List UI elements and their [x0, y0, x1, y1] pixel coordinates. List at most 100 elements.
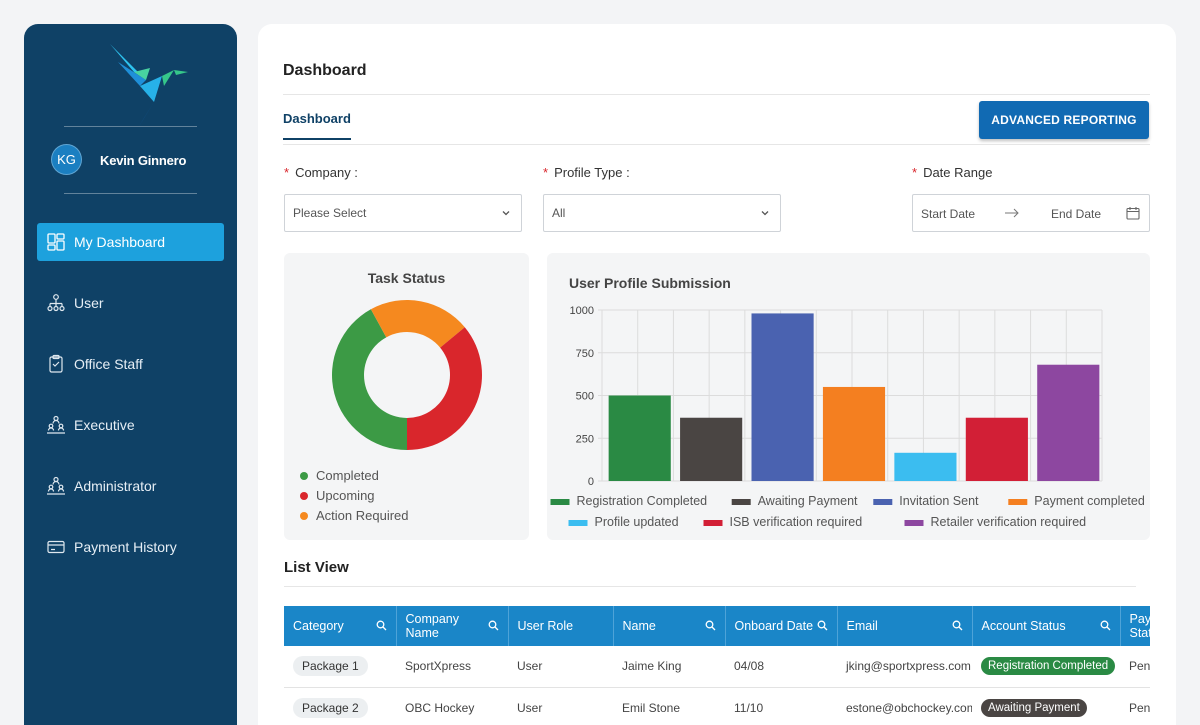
- y-tick-label: 0: [588, 476, 594, 488]
- column-header-payment-status[interactable]: Payment Status: [1120, 606, 1150, 646]
- column-label: Onboard Date: [734, 619, 814, 633]
- user-name[interactable]: Kevin Ginnero: [100, 153, 187, 168]
- search-icon[interactable]: [705, 620, 716, 631]
- column-header-name[interactable]: Name: [613, 606, 726, 646]
- hummingbird-logo: [110, 44, 188, 128]
- calendar-icon[interactable]: [1126, 206, 1140, 220]
- legend-swatch: [873, 499, 893, 505]
- column-label: Email: [846, 619, 878, 633]
- bar-retailer-verification-required[interactable]: [1037, 364, 1100, 481]
- company-select-value: Please Select: [293, 206, 367, 220]
- search-icon[interactable]: [376, 620, 387, 631]
- divider: [283, 144, 1150, 145]
- divider: [284, 586, 1136, 587]
- profile-type-select[interactable]: All: [543, 194, 781, 232]
- clipboard-icon: [49, 354, 63, 373]
- chevron-down-icon: [761, 211, 769, 216]
- cell-company: OBC Hockey: [396, 687, 508, 725]
- table-header-row: Category Company Name User Role Name Onb…: [284, 606, 1150, 646]
- column-header-account-status[interactable]: Account Status: [972, 606, 1121, 646]
- table-row[interactable]: Package 1 SportXpress User Jaime King 04…: [284, 646, 1150, 688]
- y-tick-label: 750: [576, 348, 594, 360]
- legend-upcoming: Upcoming: [300, 488, 375, 503]
- table-row[interactable]: Package 2 OBC Hockey User Emil Stone 11/…: [284, 687, 1150, 725]
- list-view-title: List View: [284, 559, 349, 576]
- status-badge: Registration Completed: [981, 657, 1116, 676]
- sidebar-divider: [64, 126, 197, 127]
- column-header-email[interactable]: Email: [837, 606, 973, 646]
- search-icon[interactable]: [488, 620, 499, 631]
- bar-invitation-sent[interactable]: [751, 313, 814, 481]
- column-header-company-name[interactable]: Company Name: [396, 606, 509, 646]
- tab-dashboard[interactable]: Dashboard: [283, 111, 351, 140]
- company-select[interactable]: Please Select: [284, 194, 522, 232]
- category-pill: Package 2: [293, 697, 368, 718]
- bar-payment-completed[interactable]: [822, 386, 886, 481]
- sidebar-item-label: Office Staff: [74, 356, 143, 372]
- cell-payment-status: Pending: [1120, 687, 1150, 725]
- cell-onboard-date: 04/08: [725, 646, 837, 688]
- company-label-text: Company :: [295, 165, 358, 180]
- search-icon[interactable]: [952, 620, 963, 631]
- y-tick-label: 1000: [570, 305, 594, 317]
- chevron-down-icon: [502, 211, 510, 216]
- bar-registration-completed[interactable]: [608, 395, 671, 482]
- end-date-input[interactable]: End Date: [1051, 207, 1102, 221]
- search-icon[interactable]: [817, 620, 828, 631]
- avatar-initials: KG: [57, 152, 76, 167]
- user-profile-bar-chart: 0 250 500 750 1000 Registration Completed Awai…: [550, 305, 1145, 529]
- legend-swatch: [550, 499, 570, 505]
- sidebar-item-administrator[interactable]: Administrator: [37, 467, 224, 505]
- page-title: Dashboard: [283, 62, 367, 79]
- legend-label: Awaiting Payment: [758, 494, 858, 508]
- date-range-label-text: Date Range: [923, 165, 993, 180]
- sidebar-item-my-dashboard[interactable]: My Dashboard: [37, 223, 224, 261]
- sidebar-item-payment-history[interactable]: Payment History: [37, 528, 224, 566]
- column-label: Category: [293, 619, 344, 633]
- legend-action-required: Action Required: [300, 508, 409, 523]
- column-label: Payment Status: [1129, 612, 1151, 640]
- sidebar-item-office-staff[interactable]: Office Staff: [37, 345, 224, 383]
- start-date-input[interactable]: Start Date: [921, 207, 976, 221]
- column-header-category[interactable]: Category: [284, 606, 397, 646]
- divider: [283, 94, 1150, 95]
- legend-swatch: [703, 520, 723, 526]
- sidebar-item-user[interactable]: User: [37, 284, 224, 322]
- date-range-picker[interactable]: Start Date End Date: [912, 194, 1150, 232]
- column-header-user-role[interactable]: User Role: [508, 606, 614, 646]
- bar-chart-title: User Profile Submission: [569, 275, 731, 291]
- donut-slice-completed[interactable]: [332, 309, 407, 450]
- advanced-reporting-button[interactable]: ADVANCED REPORTING: [979, 101, 1149, 139]
- y-tick-label: 500: [576, 391, 594, 403]
- cell-email: estone@obchockey.com: [837, 687, 972, 725]
- search-icon[interactable]: [1100, 620, 1111, 631]
- avatar[interactable]: KG: [51, 144, 82, 175]
- legend-label: Registration Completed: [577, 494, 708, 508]
- user-profile-submission-card: User Profile Submission 0 250 500 750 1000 Re…: [547, 253, 1150, 540]
- cell-category: Package 2: [284, 687, 396, 725]
- column-label: Account Status: [981, 619, 1066, 633]
- cell-name: Jaime King: [613, 646, 725, 688]
- column-header-onboard-date[interactable]: Onboard Date: [725, 606, 838, 646]
- legend-dot: [300, 491, 308, 500]
- legend-label: Invitation Sent: [899, 494, 979, 508]
- sidebar-item-label: User: [74, 295, 104, 311]
- legend-swatch: [1008, 499, 1028, 505]
- sidebar-item-executive[interactable]: Executive: [37, 406, 224, 444]
- legend-swatch: [731, 499, 751, 505]
- legend-label: Profile updated: [595, 515, 679, 529]
- legend-dot: [300, 511, 308, 520]
- legend-label: Upcoming: [316, 488, 375, 503]
- legend-swatch: [568, 520, 588, 526]
- status-badge: Awaiting Payment: [981, 698, 1087, 717]
- legend-label: Payment completed: [1034, 494, 1145, 508]
- bar-awaiting-payment[interactable]: [680, 417, 743, 481]
- cell-email: jking@sportxpress.com: [837, 646, 972, 688]
- legend-completed: Completed: [300, 468, 379, 483]
- bar-isb-verification-required[interactable]: [965, 417, 1028, 481]
- donut-slice-action-required[interactable]: [370, 300, 465, 348]
- dashboard-icon: [47, 233, 65, 251]
- donut-slice-upcoming[interactable]: [407, 327, 482, 450]
- cell-company: SportXpress: [396, 646, 508, 688]
- bar-profile-updated[interactable]: [894, 452, 957, 481]
